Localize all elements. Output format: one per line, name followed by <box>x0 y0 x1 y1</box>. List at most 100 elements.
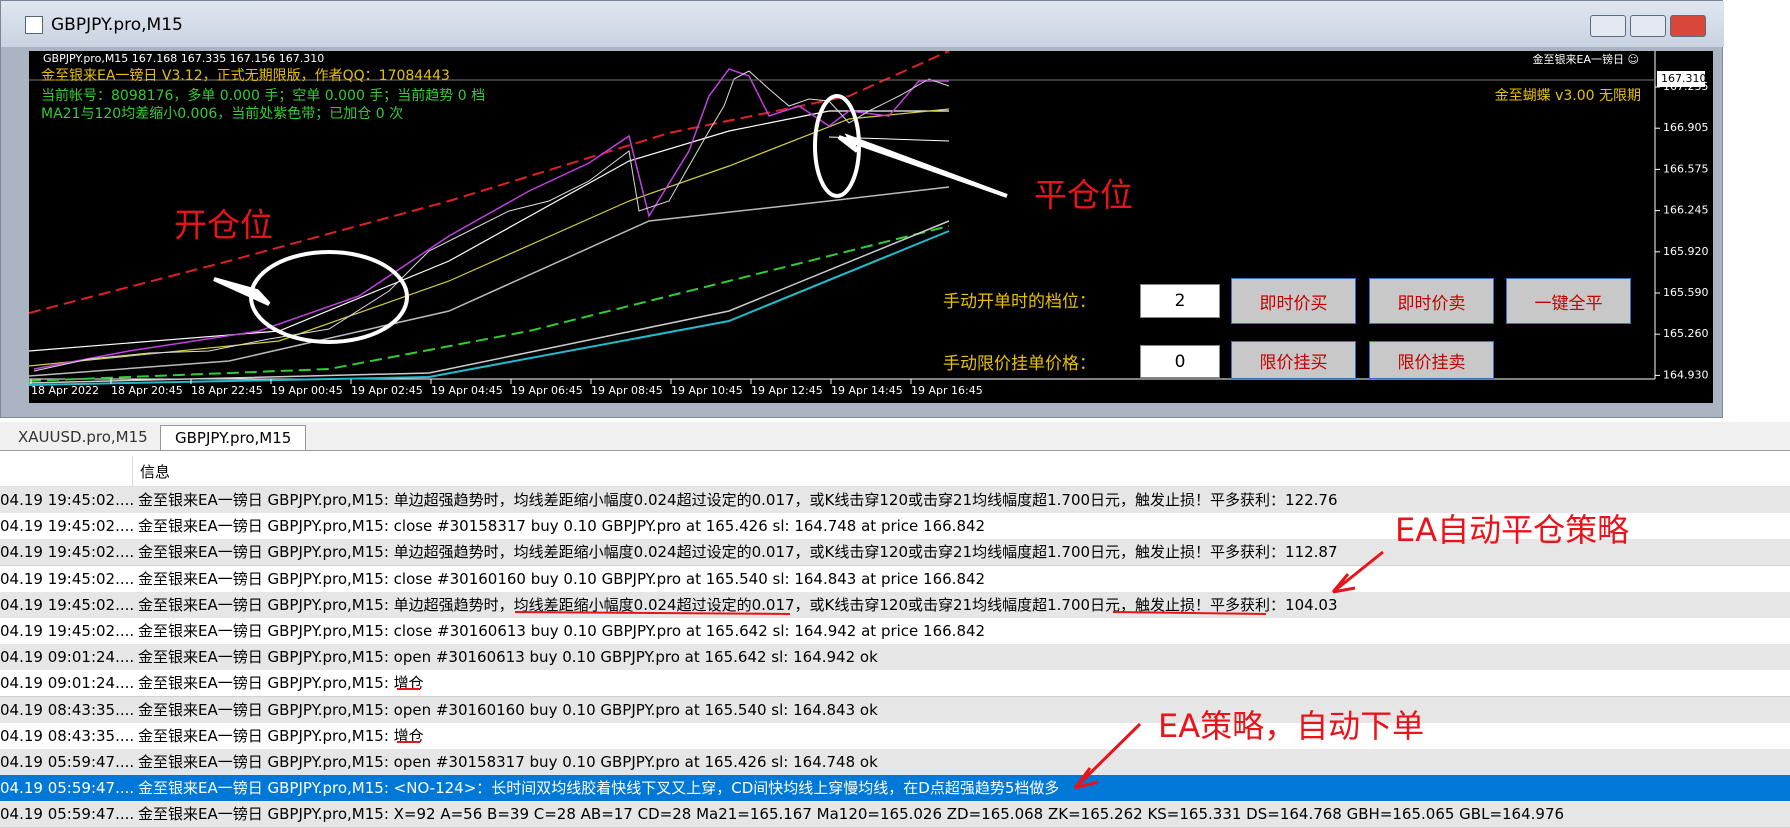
price-label: 166.905 <box>1663 121 1709 134</box>
log-time: 04.19 05:59:47.... <box>0 753 135 771</box>
time-label: 19 Apr 02:45 <box>351 384 423 397</box>
buy-button[interactable]: 即时价买 <box>1231 278 1356 324</box>
log-message: 金至银来EA一镑日 GBPJPY.pro,M15: 增仓 <box>138 726 424 745</box>
log-time: 04.19 08:43:35.... <box>0 726 135 745</box>
log-time: 04.19 19:45:02.... <box>0 543 135 562</box>
log-time: 04.19 19:45:02.... <box>0 569 135 588</box>
tab-active[interactable]: GBPJPY.pro,M15 <box>160 425 307 450</box>
log-message: 金至银来EA一镑日 GBPJPY.pro,M15: open #30158317… <box>138 753 878 771</box>
upper-band <box>28 50 950 314</box>
price-label: 166.245 <box>1663 204 1709 217</box>
log-message: 金至银来EA一镑日 GBPJPY.pro,M15: X=92 A=56 B=39… <box>138 805 1565 824</box>
time-label: 19 Apr 14:45 <box>831 384 903 397</box>
indicator-label: 金至蝴蝶 v3.00 无限期 <box>1495 88 1641 104</box>
log-message: 金至银来EA一镑日 GBPJPY.pro,M15: 单边超强趋势时，均线差距缩小… <box>138 543 1338 562</box>
time-label: 19 Apr 06:45 <box>511 384 583 397</box>
ma-line <box>28 225 950 382</box>
price-chart: GBPJPY.pro,M15 167.168 167.335 167.156 1… <box>28 50 1713 403</box>
log-row[interactable]: 04.19 05:59:47.... 金至银来EA一镑日 GBPJPY.pro,M… <box>0 749 1790 776</box>
level-input[interactable]: 2 <box>1140 284 1220 318</box>
ma-line <box>28 186 950 377</box>
time-label: 19 Apr 00:45 <box>271 384 343 397</box>
log-message: 金至银来EA一镑日 GBPJPY.pro,M15: open #30160160… <box>138 700 878 719</box>
ma-line <box>28 230 950 386</box>
auto-close-annotation: EA自动平仓策略 <box>1395 511 1630 549</box>
tab[interactable]: XAUUSD.pro,M15 <box>18 428 148 446</box>
column-header: 信息 <box>140 463 171 481</box>
log-time: 04.19 19:45:02.... <box>0 491 135 509</box>
buy-limit-button[interactable]: 限价挂买 <box>1231 341 1356 379</box>
minimize-button[interactable] <box>1590 15 1626 37</box>
chart-header: GBPJPY.pro,M15 167.168 167.335 167.156 1… <box>43 52 324 65</box>
log-message: 金至银来EA一镑日 GBPJPY.pro,M15: open #30160613… <box>138 648 878 667</box>
price-label: 164.930 <box>1663 368 1709 381</box>
current-price-box <box>1657 71 1705 87</box>
log-row[interactable]: 04.19 05:59:47.... 金至银来EA一镑日 GBPJPY.pro,M… <box>0 775 1790 803</box>
auto-order-annotation: EA策略，自动下单 <box>1158 707 1425 745</box>
time-label: 19 Apr 16:45 <box>911 384 983 397</box>
time-label: 18 Apr 20:45 <box>111 384 183 397</box>
price-path <box>33 68 949 370</box>
log-row[interactable]: 04.19 09:01:24.... 金至银来EA一镑日 GBPJPY.pro,M… <box>0 644 1790 672</box>
price-label: 166.575 <box>1663 162 1709 175</box>
log-message: 金至银来EA一镑日 GBPJPY.pro,M15: 单边超强趋势时，均线差距缩小… <box>138 595 1338 614</box>
tab-bar: XAUUSD.pro,M15 GBPJPY.pro,M15 <box>0 422 1790 451</box>
log-message: 金至银来EA一镑日 GBPJPY.pro,M15: <NO-124>：长时间双均… <box>138 779 1060 798</box>
log-time: 04.19 05:59:47.... <box>0 805 135 824</box>
time-label: 18 Apr 22:45 <box>191 384 263 397</box>
time-label: 19 Apr 12:45 <box>751 384 823 397</box>
log-row[interactable]: 04.19 08:43:35.... 金至银来EA一镑日 GBPJPY.pro,M… <box>0 696 1790 724</box>
close-button[interactable] <box>1670 15 1706 37</box>
price-label: 165.920 <box>1663 245 1709 258</box>
log-time: 04.19 09:01:24.... <box>0 648 135 667</box>
bollinger-line <box>28 110 949 352</box>
close-all-button[interactable]: 一键全平 <box>1506 278 1631 324</box>
log-row[interactable]: 04.19 19:45:02.... 金至银来EA一镑日 GBPJPY.pro,M… <box>0 565 1790 593</box>
log-message: 金至银来EA一镑日 GBPJPY.pro,M15: close #3016016… <box>138 569 986 588</box>
info-line: 当前帐号：8098176，多单 0.000 手；空单 0.000 手；当前趋势 … <box>41 87 485 104</box>
log-header: 信息 <box>0 456 1790 487</box>
log-message: 金至银来EA一镑日 GBPJPY.pro,M15: close #3015831… <box>138 517 986 536</box>
log-message: 金至银来EA一镑日 GBPJPY.pro,M15: 单边超强趋势时，均线差距缩小… <box>138 491 1338 509</box>
log-time: 04.19 05:59:47.... <box>0 779 135 798</box>
log-row[interactable]: 04.19 19:45:02.... 金至银来EA一镑日 GBPJPY.pro,M… <box>0 591 1790 619</box>
time-label: 19 Apr 04:45 <box>431 384 503 397</box>
title-bar: GBPJPY.pro,M15 <box>1 1 1724 47</box>
info-line: MA21与120均差缩小0.006，当前处紫色带；已加仓 0 次 <box>41 105 403 122</box>
log-time: 04.19 08:43:35.... <box>0 700 135 719</box>
limit-label: 手动限价挂单价格： <box>943 354 1096 374</box>
sell-button[interactable]: 即时价卖 <box>1369 278 1494 324</box>
chart-window: GBPJPY.pro,M15 GBPJPY.pro,M15 167.168 16… <box>0 0 1724 418</box>
window-title: GBPJPY.pro,M15 <box>51 15 183 35</box>
time-label: 19 Apr 08:45 <box>591 384 663 397</box>
log-message: 金至银来EA一镑日 GBPJPY.pro,M15: 增仓 <box>138 674 424 693</box>
ea-name: 金至银来EA一镑日 ☺ <box>1533 52 1639 66</box>
log-time: 04.19 19:45:02.... <box>0 622 135 640</box>
log-row[interactable]: 04.19 08:43:35.... 金至银来EA一镑日 GBPJPY.pro,M… <box>0 722 1790 750</box>
price-label: 165.260 <box>1663 327 1709 340</box>
sell-limit-button[interactable]: 限价挂卖 <box>1369 341 1494 379</box>
price-label: 167.235 <box>1663 80 1709 93</box>
maximize-button[interactable] <box>1630 15 1666 37</box>
log-time: 04.19 19:45:02.... <box>0 517 135 536</box>
level-label: 手动开单时的档位： <box>943 292 1096 312</box>
time-label: 18 Apr 2022 <box>31 384 99 397</box>
ma-line <box>28 108 950 367</box>
log-message: 金至银来EA一镑日 GBPJPY.pro,M15: close #3016061… <box>138 622 986 640</box>
log-row[interactable]: 04.19 19:45:02.... 金至银来EA一镑日 GBPJPY.pro,M… <box>0 618 1790 645</box>
arrow <box>837 133 1008 198</box>
price-axis: 167.235 166.905 166.575 166.245 165.920 165.5… <box>1655 80 1709 381</box>
log-row[interactable]: 04.19 09:01:24.... 金至银来EA一镑日 GBPJPY.pro,M… <box>0 670 1790 698</box>
time-axis: 18 Apr 2022 18 Apr 20:45 18 Apr 22:45 19 Ap… <box>30 379 983 397</box>
open-annotation: 开仓位 <box>174 206 273 245</box>
price-label: 165.590 <box>1663 286 1709 299</box>
log-row[interactable]: 04.19 05:59:47.... 金至银来EA一镑日 GBPJPY.pro,M… <box>0 801 1790 828</box>
arrow <box>213 277 271 306</box>
log-time: 04.19 19:45:02.... <box>0 595 135 614</box>
limit-input[interactable]: 0 <box>1140 345 1220 378</box>
close-annotation: 平仓位 <box>1034 176 1133 215</box>
log-time: 04.19 09:01:24.... <box>0 674 135 693</box>
info-line: 金至银来EA一镑日 V3.12，正式无期限版，作者QQ：17084443 <box>41 68 450 84</box>
ma-line <box>28 220 950 384</box>
